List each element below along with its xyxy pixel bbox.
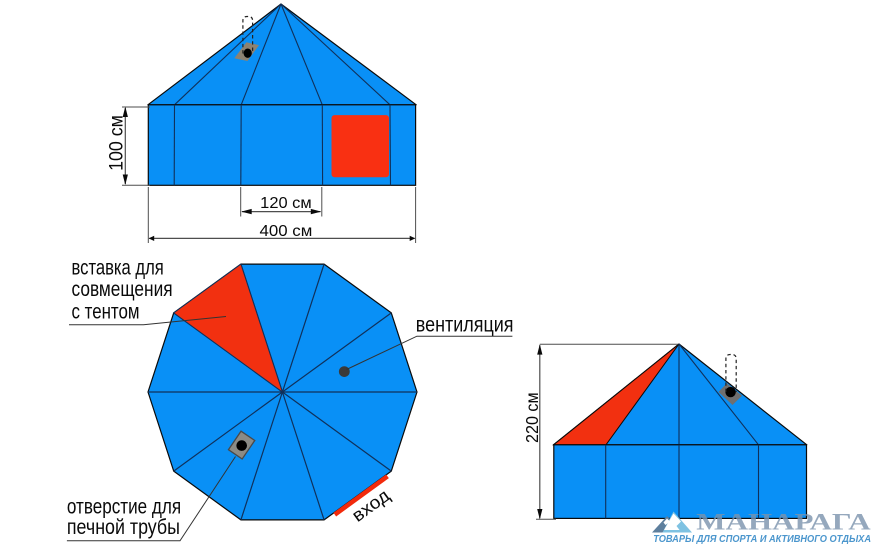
svg-text:120 см: 120 см <box>260 195 312 212</box>
svg-text:с тентом: с тентом <box>72 300 140 324</box>
svg-text:совмещения: совмещения <box>72 277 173 301</box>
svg-text:ТОВАРЫ ДЛЯ СПОРТА И АКТИВНОГО: ТОВАРЫ ДЛЯ СПОРТА И АКТИВНОГО ОТДЫХА <box>653 534 871 545</box>
svg-text:100 см: 100 см <box>105 115 127 171</box>
svg-text:вентиляция: вентиляция <box>416 312 514 336</box>
svg-text:вставка для: вставка для <box>72 256 164 280</box>
svg-text:отверстие для: отверстие для <box>67 495 181 519</box>
svg-text:МАНАРАГА: МАНАРАГА <box>696 510 870 536</box>
svg-text:400 см: 400 см <box>260 223 313 240</box>
svg-text:печной трубы: печной трубы <box>67 515 180 539</box>
svg-text:220 см: 220 см <box>522 392 542 443</box>
